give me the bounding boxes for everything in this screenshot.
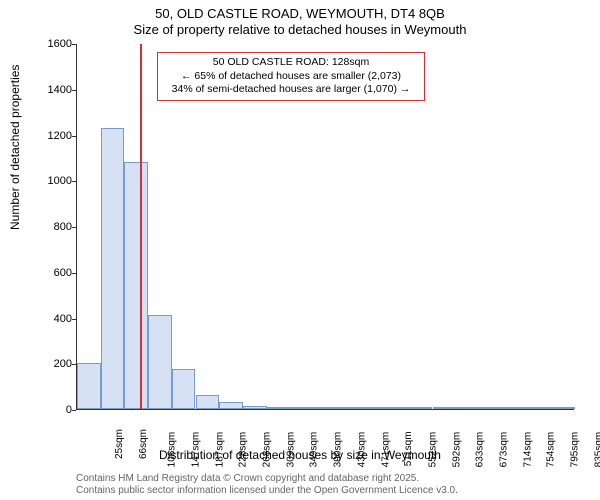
histogram-bar [338, 407, 362, 409]
histogram-bar [433, 407, 457, 409]
y-tick-label: 400 [54, 313, 72, 325]
chart-title-line2: Size of property relative to detached ho… [0, 22, 600, 37]
y-tick-label: 800 [54, 221, 72, 233]
annotation-box: 50 OLD CASTLE ROAD: 128sqm ← 65% of deta… [157, 52, 425, 101]
histogram-bar [267, 407, 291, 409]
histogram-bar [124, 162, 148, 409]
histogram-bar [480, 407, 504, 409]
histogram-bar [314, 407, 338, 409]
annotation-line3: 34% of semi-detached houses are larger (… [164, 83, 418, 97]
y-tick-label: 200 [54, 358, 72, 370]
histogram-bar [101, 128, 125, 409]
y-tick-label: 1000 [48, 175, 72, 187]
y-tick-label: 1200 [48, 130, 72, 142]
histogram-bar [527, 407, 551, 409]
plot-area: 50 OLD CASTLE ROAD: 128sqm ← 65% of deta… [76, 44, 574, 410]
y-tick-label: 1400 [48, 84, 72, 96]
chart-title-line1: 50, OLD CASTLE ROAD, WEYMOUTH, DT4 8QB [0, 6, 600, 21]
chart-container: 50, OLD CASTLE ROAD, WEYMOUTH, DT4 8QB S… [0, 0, 600, 500]
histogram-bar [361, 407, 385, 409]
histogram-bar [456, 407, 480, 409]
x-axis-label: Distribution of detached houses by size … [0, 448, 600, 462]
histogram-bar [385, 407, 409, 409]
histogram-bar [172, 369, 196, 409]
footer-line2: Contains public sector information licen… [76, 485, 458, 496]
histogram-bar [290, 407, 314, 409]
histogram-bar [243, 406, 267, 409]
histogram-bar [219, 402, 243, 409]
histogram-bar [196, 395, 220, 409]
annotation-line1: 50 OLD CASTLE ROAD: 128sqm [164, 56, 418, 70]
annotation-line2: ← 65% of detached houses are smaller (2,… [164, 70, 418, 84]
histogram-bar [148, 315, 172, 409]
y-tick-label: 600 [54, 267, 72, 279]
histogram-bar [77, 363, 101, 409]
y-axis-label: Number of detached properties [8, 65, 22, 230]
footer-line1: Contains HM Land Registry data © Crown c… [76, 473, 419, 484]
y-tick-mark [72, 410, 76, 411]
histogram-bar [504, 407, 528, 409]
property-marker-line [140, 44, 142, 409]
histogram-bar [409, 407, 433, 409]
histogram-bar [551, 407, 575, 409]
y-tick-label: 1600 [48, 38, 72, 50]
